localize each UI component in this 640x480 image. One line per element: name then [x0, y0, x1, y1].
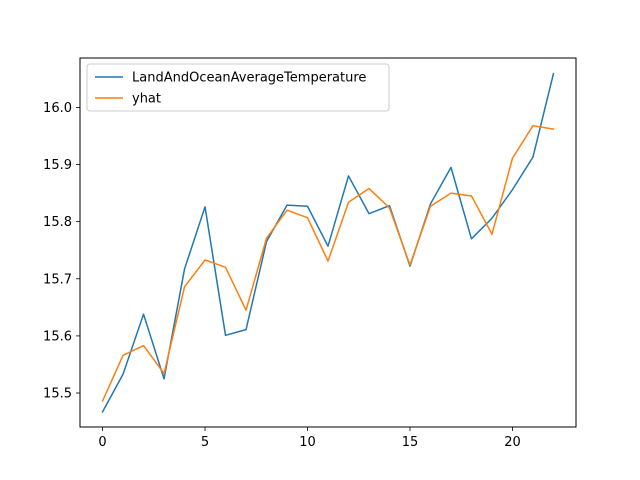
y-tick-label: 15.6	[43, 329, 72, 344]
x-tick-label: 0	[98, 435, 106, 450]
series-line-0	[101, 72, 555, 413]
x-tick-label: 5	[201, 435, 209, 450]
y-tick-label: 15.5	[43, 387, 72, 402]
y-tick-label: 16.0	[43, 101, 72, 116]
y-tick-label: 15.8	[43, 215, 72, 230]
x-tick-label: 15	[402, 435, 419, 450]
legend-box	[86, 63, 390, 112]
series-line-1	[101, 124, 555, 403]
x-axis: 0 5 10 15 20	[98, 427, 521, 450]
y-axis: 15.5 15.6 15.7 15.8 15.9 16.0	[43, 101, 80, 402]
series-layer	[101, 72, 555, 413]
y-tick-label: 15.7	[43, 272, 72, 287]
x-tick-label: 20	[504, 435, 521, 450]
legend-label-1: yhat	[132, 92, 161, 107]
legend: LandAndOceanAverageTemperature yhat	[86, 63, 390, 112]
legend-label-0: LandAndOceanAverageTemperature	[132, 71, 366, 86]
x-tick-label: 10	[299, 435, 316, 450]
plot-frame	[79, 57, 577, 428]
y-tick-label: 15.9	[43, 158, 72, 173]
